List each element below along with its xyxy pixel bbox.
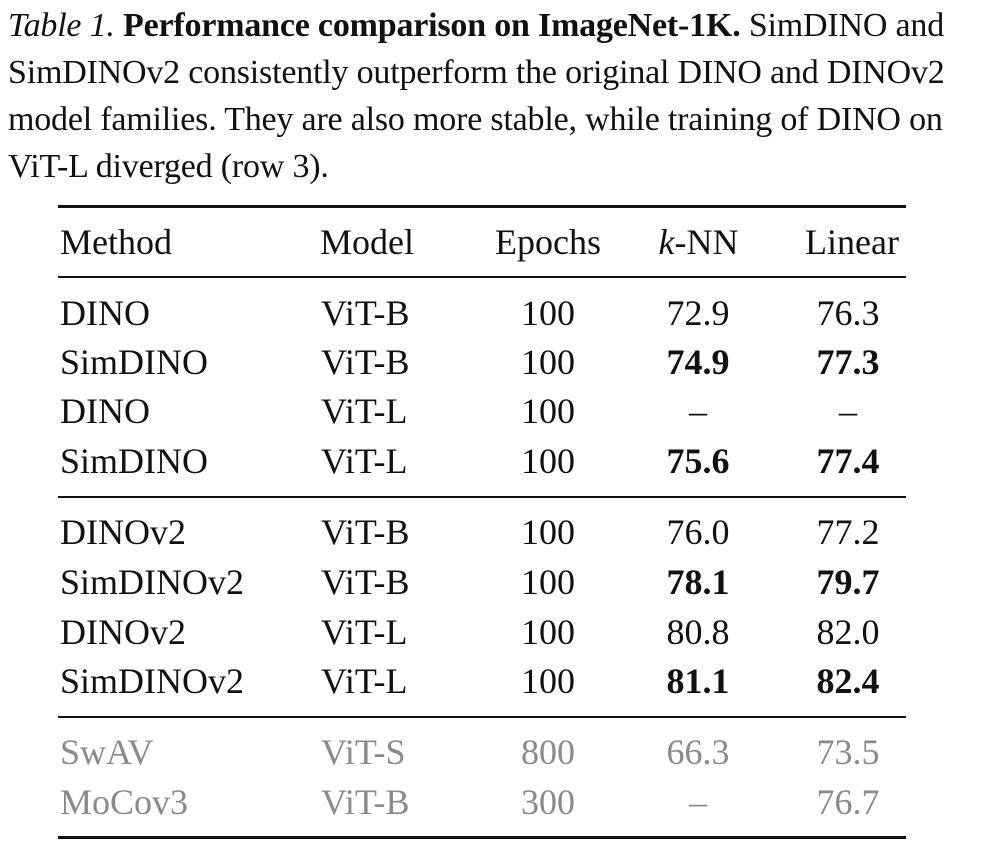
cell-model: ViT-B (321, 562, 410, 602)
cell-knn: 74.9 (666, 342, 730, 382)
table-row: SimDINO ViT-L 100 75.6 77.4 (58, 436, 906, 486)
cell-linear: 82.4 (816, 661, 880, 701)
cell-knn: 75.6 (666, 441, 730, 481)
cell-epochs: 100 (521, 661, 575, 701)
cell-model: ViT-B (321, 293, 410, 333)
cell-method: DINOv2 (60, 612, 186, 652)
header-model: Model (320, 222, 414, 262)
cell-knn: 80.8 (666, 612, 730, 652)
caption-title: Performance comparison on ImageNet-1K. (123, 7, 741, 44)
cell-knn: 78.1 (666, 562, 730, 602)
group-rule (58, 496, 906, 498)
table-row: DINO ViT-L 100 – – (58, 386, 906, 436)
cell-epochs: 800 (521, 732, 575, 772)
top-rule (58, 205, 906, 208)
table-row: MoCov3 ViT-B 300 – 76.7 (58, 777, 906, 827)
cell-linear: 77.3 (816, 342, 880, 382)
cell-knn: 72.9 (666, 293, 730, 333)
cell-epochs: 100 (521, 391, 575, 431)
table-row: DINOv2 ViT-B 100 76.0 77.2 (58, 507, 906, 557)
cell-method: MoCov3 (60, 782, 189, 822)
cell-model: ViT-L (321, 391, 408, 431)
cell-model: ViT-B (321, 512, 410, 552)
cell-method: DINO (60, 391, 150, 431)
table-row: DINO ViT-B 100 72.9 76.3 (58, 288, 906, 338)
caption-label: Table 1. (8, 7, 115, 44)
cell-knn: 76.0 (666, 512, 730, 552)
cell-knn: – (689, 782, 707, 822)
header-method: Method (60, 222, 172, 262)
header-knn-k: k (658, 222, 675, 262)
table-row: SimDINOv2 ViT-L 100 81.1 82.4 (58, 656, 906, 706)
cell-linear: 77.4 (816, 441, 880, 481)
cell-epochs: 100 (521, 562, 575, 602)
cell-knn: – (689, 391, 707, 431)
cell-knn: 81.1 (666, 661, 730, 701)
cell-linear: 73.5 (816, 732, 880, 772)
table-caption: Table 1. Performance comparison on Image… (8, 2, 988, 190)
cell-linear: 76.7 (816, 782, 880, 822)
cell-model: ViT-L (321, 612, 408, 652)
caption-body: SimDINO and SimDINOv2 consistently outpe… (8, 7, 945, 185)
bottom-rule (58, 836, 906, 839)
header-knn-rest: -NN (674, 222, 739, 262)
table-row: SimDINOv2 ViT-B 100 78.1 79.7 (58, 557, 906, 607)
table-row: SimDINO ViT-B 100 74.9 77.3 (58, 337, 906, 387)
cell-linear: 82.0 (816, 612, 880, 652)
table-header-row: Method Model Epochs k-NN Linear (58, 217, 906, 267)
group-rule (58, 716, 906, 718)
cell-method: SimDINO (60, 441, 209, 481)
table-row: SwAV ViT-S 800 66.3 73.5 (58, 727, 906, 777)
cell-linear: 79.7 (816, 562, 880, 602)
cell-method: DINOv2 (60, 512, 186, 552)
cell-epochs: 100 (521, 342, 575, 382)
cell-linear: 76.3 (816, 293, 880, 333)
cell-method: SimDINO (60, 342, 209, 382)
cell-model: ViT-B (321, 782, 410, 822)
header-linear: Linear (805, 222, 899, 262)
table-row: DINOv2 ViT-L 100 80.8 82.0 (58, 607, 906, 657)
cell-knn: 66.3 (666, 732, 730, 772)
cell-model: ViT-L (321, 661, 408, 701)
cell-epochs: 100 (521, 512, 575, 552)
cell-model: ViT-L (321, 441, 408, 481)
header-epochs: Epochs (495, 222, 601, 262)
cell-epochs: 100 (521, 612, 575, 652)
cell-linear: 77.2 (816, 512, 880, 552)
cell-epochs: 100 (521, 441, 575, 481)
header-rule (58, 276, 906, 278)
cell-epochs: 100 (521, 293, 575, 333)
cell-model: ViT-B (321, 342, 410, 382)
header-knn: k-NN (636, 217, 761, 267)
cell-model: ViT-S (321, 732, 406, 772)
cell-method: DINO (60, 293, 150, 333)
cell-linear: – (839, 391, 857, 431)
cell-method: SwAV (60, 732, 154, 772)
cell-epochs: 300 (521, 782, 575, 822)
cell-method: SimDINOv2 (60, 661, 245, 701)
cell-method: SimDINOv2 (60, 562, 245, 602)
